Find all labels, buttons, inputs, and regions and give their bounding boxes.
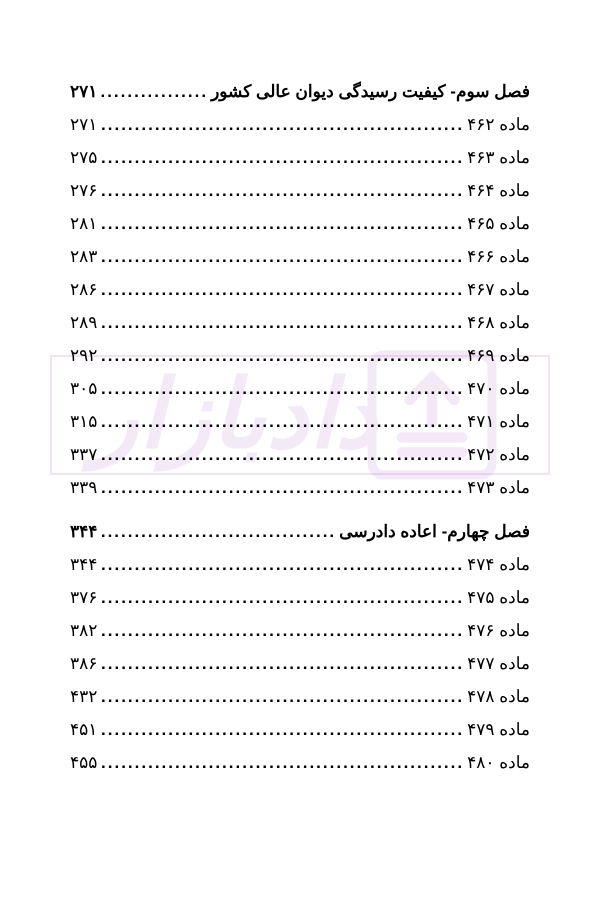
leader-dots bbox=[100, 313, 464, 333]
leader-dots bbox=[100, 654, 464, 674]
entry-title: ماده ۴۷۶ bbox=[467, 621, 530, 641]
toc-entry: ماده ۴۷۰ ۳۰۵ bbox=[70, 379, 530, 399]
toc-entry: ماده ۴۷۴ ۳۴۴ bbox=[70, 555, 530, 575]
leader-dots bbox=[100, 280, 464, 300]
entry-page: ۳۷۶ bbox=[70, 588, 97, 608]
entry-title: ماده ۴۷۰ bbox=[467, 379, 530, 399]
leader-dots bbox=[100, 687, 464, 707]
toc-entry: ماده ۴۶۲ ۲۷۱ bbox=[70, 115, 530, 135]
entry-page: ۳۴۴ bbox=[70, 555, 97, 575]
entry-page: ۲۷۵ bbox=[70, 148, 97, 168]
entry-page: ۳۸۲ bbox=[70, 621, 97, 641]
leader-dots bbox=[100, 181, 464, 201]
toc-entry: ماده ۴۶۸ ۲۸۹ bbox=[70, 313, 530, 333]
entry-title: ماده ۴۸۰ bbox=[467, 753, 530, 773]
entry-title: ماده ۴۶۸ bbox=[467, 313, 530, 333]
entry-title: ماده ۴۶۴ bbox=[467, 181, 530, 201]
leader-dots bbox=[100, 588, 464, 608]
entry-title: ماده ۴۷۳ bbox=[467, 478, 530, 498]
entry-page: ۲۸۳ bbox=[70, 247, 97, 267]
toc-entry: ماده ۴۷۶ ۳۸۲ bbox=[70, 621, 530, 641]
leader-dots bbox=[100, 445, 464, 465]
entry-title: ماده ۴۶۳ bbox=[467, 148, 530, 168]
leader-dots bbox=[100, 214, 464, 234]
toc-entry: ماده ۴۶۳ ۲۷۵ bbox=[70, 148, 530, 168]
entry-page: ۲۷۱ bbox=[70, 115, 97, 135]
entry-page: ۲۸۹ bbox=[70, 313, 97, 333]
entry-title: ماده ۴۷۹ bbox=[467, 720, 530, 740]
entry-title: ماده ۴۶۶ bbox=[467, 247, 530, 267]
entry-title: ماده ۴۷۴ bbox=[467, 555, 530, 575]
toc-entry: ماده ۴۷۸ ۴۳۲ bbox=[70, 687, 530, 707]
leader-dots bbox=[100, 555, 464, 575]
entry-page: ۳۰۵ bbox=[70, 379, 97, 399]
leader-dots bbox=[100, 148, 464, 168]
entry-page: ۳۳۹ bbox=[70, 478, 97, 498]
section-title: فصل چهارم- اعاده دادرسی bbox=[339, 522, 530, 542]
section-header: فصل سوم- کیفیت رسیدگی دیوان عالی کشور ۲۷… bbox=[70, 82, 530, 102]
entry-page: ۲۸۶ bbox=[70, 280, 97, 300]
toc-entry: ماده ۴۷۱ ۳۱۵ bbox=[70, 412, 530, 432]
section-title: فصل سوم- کیفیت رسیدگی دیوان عالی کشور bbox=[211, 82, 530, 102]
entry-page: ۴۵۱ bbox=[70, 720, 97, 740]
toc-entry: ماده ۴۸۰ ۴۵۵ bbox=[70, 753, 530, 773]
entry-page: ۳۸۶ bbox=[70, 654, 97, 674]
entry-title: ماده ۴۷۲ bbox=[467, 445, 530, 465]
entry-title: ماده ۴۶۹ bbox=[467, 346, 530, 366]
toc-entry: ماده ۴۷۳ ۳۳۹ bbox=[70, 478, 530, 498]
toc-container: فصل سوم- کیفیت رسیدگی دیوان عالی کشور ۲۷… bbox=[0, 0, 600, 903]
leader-dots bbox=[100, 82, 208, 102]
entry-title: ماده ۴۶۲ bbox=[467, 115, 530, 135]
toc-entry: ماده ۴۶۹ ۲۹۲ bbox=[70, 346, 530, 366]
leader-dots bbox=[100, 478, 464, 498]
entry-title: ماده ۴۶۵ bbox=[467, 214, 530, 234]
entry-title: ماده ۴۶۷ bbox=[467, 280, 530, 300]
toc-entry: ماده ۴۷۵ ۳۷۶ bbox=[70, 588, 530, 608]
toc-entry: ماده ۴۶۶ ۲۸۳ bbox=[70, 247, 530, 267]
toc-entry: ماده ۴۷۷ ۳۸۶ bbox=[70, 654, 530, 674]
entry-page: ۳۳۷ bbox=[70, 445, 97, 465]
section-header: فصل چهارم- اعاده دادرسی ۳۴۴ bbox=[70, 522, 530, 542]
toc-entry: ماده ۴۷۲ ۳۳۷ bbox=[70, 445, 530, 465]
leader-dots bbox=[100, 247, 464, 267]
leader-dots bbox=[100, 522, 336, 542]
entry-title: ماده ۴۷۱ bbox=[467, 412, 530, 432]
leader-dots bbox=[100, 720, 464, 740]
leader-dots bbox=[100, 621, 464, 641]
section-page: ۲۷۱ bbox=[70, 82, 97, 102]
leader-dots bbox=[100, 379, 464, 399]
entry-page: ۲۹۲ bbox=[70, 346, 97, 366]
leader-dots bbox=[100, 412, 464, 432]
toc-entry: ماده ۴۶۴ ۲۷۶ bbox=[70, 181, 530, 201]
leader-dots bbox=[100, 346, 464, 366]
entry-page: ۲۷۶ bbox=[70, 181, 97, 201]
entry-page: ۴۳۲ bbox=[70, 687, 97, 707]
entry-title: ماده ۴۷۷ bbox=[467, 654, 530, 674]
entry-page: ۴۵۵ bbox=[70, 753, 97, 773]
entry-title: ماده ۴۷۵ bbox=[467, 588, 530, 608]
toc-entry: ماده ۴۶۵ ۲۸۱ bbox=[70, 214, 530, 234]
entry-page: ۲۸۱ bbox=[70, 214, 97, 234]
section-page: ۳۴۴ bbox=[70, 522, 97, 542]
entry-title: ماده ۴۷۸ bbox=[467, 687, 530, 707]
entry-page: ۳۱۵ bbox=[70, 412, 97, 432]
leader-dots bbox=[100, 115, 464, 135]
toc-entry: ماده ۴۶۷ ۲۸۶ bbox=[70, 280, 530, 300]
toc-entry: ماده ۴۷۹ ۴۵۱ bbox=[70, 720, 530, 740]
leader-dots bbox=[100, 753, 464, 773]
